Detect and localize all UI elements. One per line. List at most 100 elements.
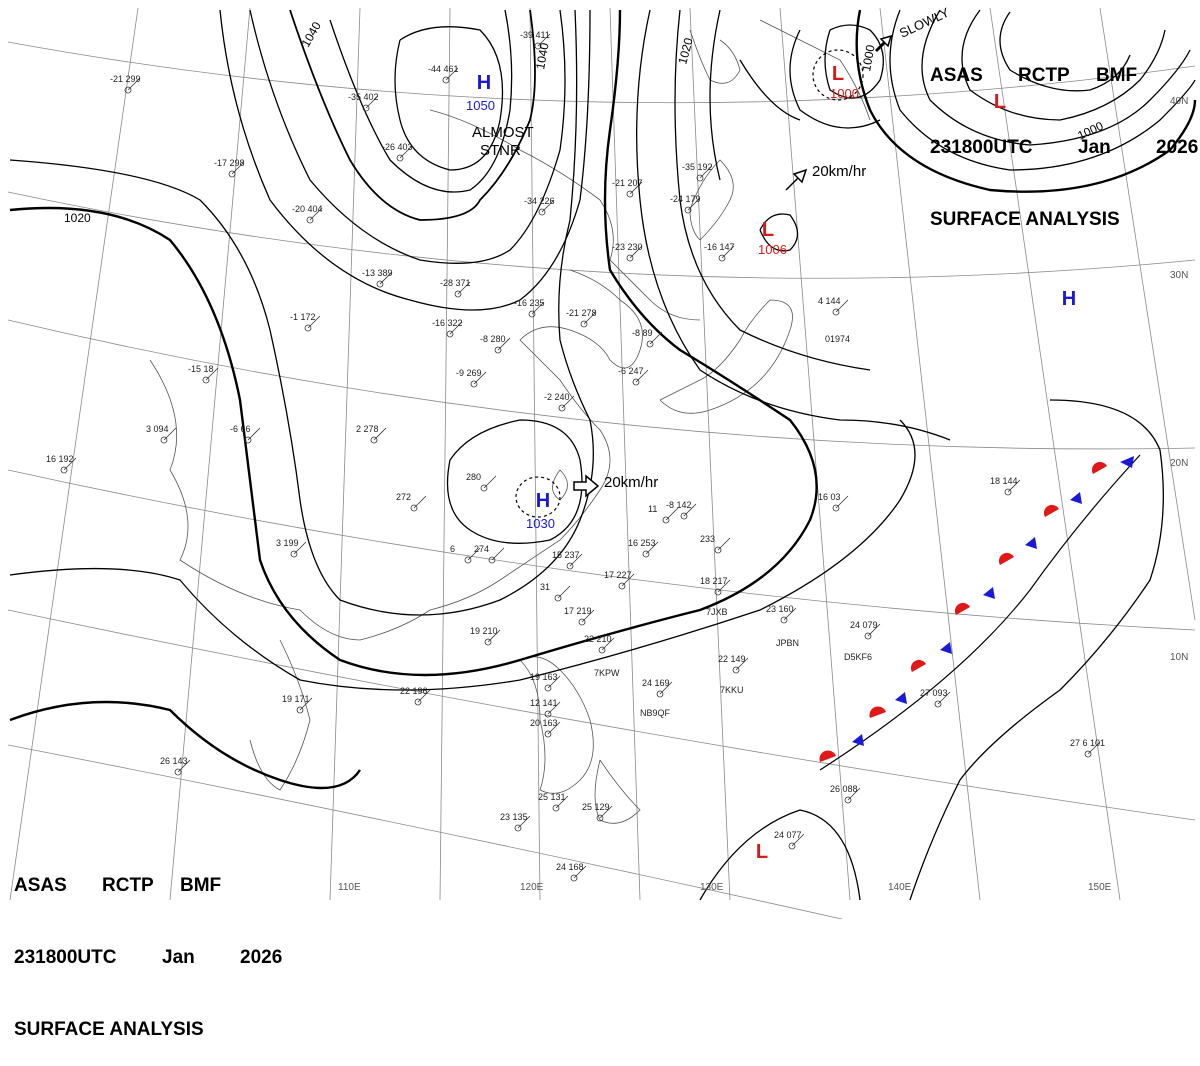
- wind-barb: [541, 199, 555, 213]
- station-circle: [1084, 750, 1092, 758]
- isobar-h: [739, 59, 801, 121]
- high-center-symbol: H: [536, 490, 550, 512]
- station-label: RCTP: [1018, 65, 1070, 86]
- station-value: -23 230: [612, 242, 643, 252]
- station-circle: [454, 290, 462, 298]
- ship-id-label: 7KKU: [720, 685, 744, 695]
- station-circle: [598, 646, 606, 654]
- wind-barb: [721, 245, 735, 259]
- station-circle: [442, 76, 450, 84]
- station-circle: [470, 380, 478, 388]
- wind-barb: [205, 367, 219, 381]
- station-value: -21 299: [110, 74, 141, 84]
- station-value: 22 210: [584, 634, 612, 644]
- isobar-label: 1020: [64, 211, 91, 225]
- station-circle: [832, 308, 840, 316]
- wind-barb: [581, 609, 595, 623]
- wind-barb: [835, 299, 849, 313]
- station-value: 3 094: [146, 424, 169, 434]
- wind-barb: [683, 503, 697, 517]
- station-value: 27 093: [920, 688, 948, 698]
- wind-barb: [557, 585, 571, 599]
- map-background: [0, 0, 1200, 919]
- almost-label: ALMOST: [472, 124, 534, 141]
- station-value: -6 66: [230, 424, 251, 434]
- header-top: ASAS RCTP BMF 231800UTC Jan 2026 SURFACE ANA…: [930, 16, 1198, 256]
- ship-id-label: NB9QF: [640, 708, 671, 718]
- time-label: 231800UTC: [930, 137, 1033, 158]
- longitude-label: 140E: [888, 882, 912, 893]
- wind-barb: [497, 337, 511, 351]
- wind-barb: [457, 281, 471, 295]
- wind-barb: [127, 77, 141, 91]
- motion-speed-label: 20km/hr: [812, 163, 866, 180]
- station-circle: [662, 516, 670, 524]
- isobar-label: 1000: [859, 43, 877, 72]
- station-label: RCTP: [102, 875, 154, 896]
- wind-barb: [569, 553, 583, 567]
- station-circle: [780, 616, 788, 624]
- wind-barb: [717, 537, 731, 551]
- wind-barb: [847, 787, 861, 801]
- station-circle: [362, 104, 370, 112]
- front-line: [819, 454, 1141, 771]
- wind-barb: [309, 207, 323, 221]
- station-value: 233: [700, 534, 715, 544]
- longitude-label: 110E: [338, 882, 361, 893]
- station-circle: [684, 206, 692, 214]
- year-label: 2026: [1156, 137, 1199, 158]
- station-value: 16 253: [628, 538, 656, 548]
- wind-barb: [573, 865, 587, 879]
- station-circle: [528, 310, 536, 318]
- agency-label: ASAS: [14, 875, 67, 896]
- station-circle: [552, 804, 560, 812]
- isobar-f: [674, 9, 871, 371]
- wind-barb: [629, 181, 643, 195]
- low-center-symbol: L: [994, 91, 1006, 113]
- station-circle: [538, 208, 546, 216]
- isobars: [9, 9, 1164, 901]
- station-value: 6: [450, 544, 455, 554]
- station-circle: [376, 280, 384, 288]
- wind-barb: [417, 689, 431, 703]
- station-value: 26 088: [830, 784, 858, 794]
- station-circle: [934, 700, 942, 708]
- center-pressure-value: 1006: [758, 242, 787, 257]
- wind-barb: [561, 395, 575, 409]
- station-value: -21 278: [566, 308, 597, 318]
- station-circle: [718, 254, 726, 262]
- station-value: -6 247: [618, 366, 644, 376]
- station-circle: [174, 768, 182, 776]
- station-value: -35 192: [682, 162, 713, 172]
- motion-speed-label: 20km/hr: [604, 474, 658, 491]
- wind-barb: [583, 311, 597, 325]
- header-bottom: ASAS RCTP BMF 231800UTC Jan 2026 SURFACE ANA…: [14, 826, 282, 1066]
- center-pressure-value: 1050: [466, 98, 495, 113]
- wind-barb: [487, 629, 501, 643]
- station-value: 22 196: [400, 686, 428, 696]
- station-circle: [446, 330, 454, 338]
- high-center-symbol: H: [1062, 288, 1076, 310]
- station-circle: [480, 484, 488, 492]
- station-value: 16 192: [46, 454, 74, 464]
- wind-barb: [365, 95, 379, 109]
- low-center-symbol: L: [832, 63, 844, 85]
- isobar-se: [909, 399, 1164, 901]
- station-circle: [160, 436, 168, 444]
- wind-barb: [601, 637, 615, 651]
- station-circle: [558, 404, 566, 412]
- station-circle: [596, 814, 604, 822]
- year-label: 2026: [240, 947, 283, 968]
- isobar-1040-inner: [329, 9, 513, 193]
- station-plots: [60, 33, 1101, 882]
- station-value: 24 168: [556, 862, 584, 872]
- wind-barb: [699, 165, 713, 179]
- station-circle: [714, 546, 722, 554]
- wind-barb: [177, 759, 191, 773]
- station-value: 24 169: [642, 678, 670, 688]
- station-circle: [544, 684, 552, 692]
- station-circle: [554, 594, 562, 602]
- station-circle: [732, 666, 740, 674]
- station-circle: [514, 824, 522, 832]
- wind-barb: [299, 697, 313, 711]
